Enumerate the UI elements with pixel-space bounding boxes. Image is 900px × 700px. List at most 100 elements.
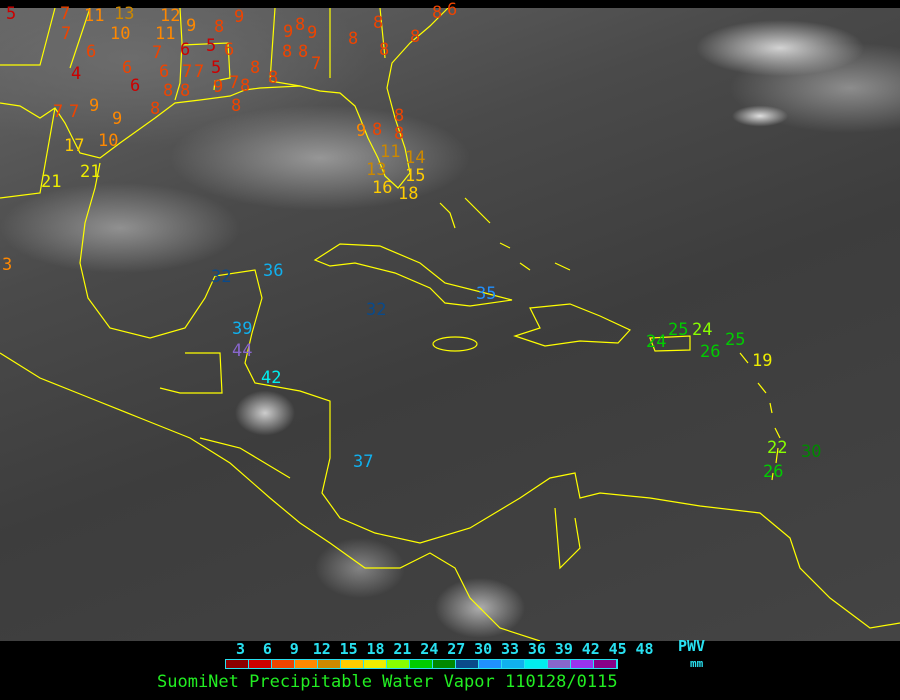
pacific-coast (0, 352, 581, 641)
station-pwv-value: 7 (311, 54, 322, 74)
legend-tick-label: 48 (635, 640, 654, 658)
station-pwv-value: 7 (182, 62, 193, 82)
station-pwv-value: 8 (240, 76, 251, 96)
legend-tick-label: 15 (339, 640, 358, 658)
station-pwv-value: 26 (763, 462, 784, 482)
station-pwv-value: 7 (229, 73, 240, 93)
station-pwv-value: 10 (98, 131, 119, 151)
map-title: SuomiNet Precipitable Water Vapor 110128… (157, 672, 618, 692)
pwv-legend: 3 6 9 12 15 18 21 24 27 30 33 36 39 42 45 48 PWV mm Suo… (0, 637, 900, 700)
station-pwv-value: 5 (211, 58, 222, 78)
station-pwv-value: 32 (211, 267, 232, 287)
legend-tick-label: 33 (501, 640, 520, 658)
legend-tick-label: 30 (474, 640, 493, 658)
legend-unit: mm (690, 657, 704, 670)
station-pwv-value: 12 (160, 6, 181, 26)
station-pwv-value: 8 (231, 96, 242, 116)
station-pwv-value: 7 (69, 102, 80, 122)
station-pwv-value: 8 (379, 40, 390, 60)
station-pwv-value: 7 (194, 62, 205, 82)
station-pwv-value: 15 (405, 166, 426, 186)
station-pwv-value: 8 (373, 13, 384, 33)
legend-color-swatch (387, 660, 410, 668)
station-pwv-value: 5 (206, 36, 217, 56)
station-pwv-value: 24 (646, 332, 667, 352)
station-pwv-value: 6 (122, 58, 133, 78)
lesser-antilles (739, 352, 781, 481)
station-pwv-value: 9 (112, 109, 123, 129)
station-pwv-value: 9 (356, 121, 367, 141)
station-pwv-value: 19 (752, 351, 773, 371)
jamaica-coast (432, 336, 478, 352)
station-pwv-value: 8 (372, 120, 383, 140)
station-pwv-value: 6 (130, 76, 141, 96)
station-pwv-value: 9 (89, 96, 100, 116)
legend-tick-label: 42 (581, 640, 600, 658)
station-pwv-value: 11 (84, 6, 105, 26)
legend-color-swatch (318, 660, 341, 668)
legend-tick-label: 9 (289, 640, 299, 658)
legend-tick-label: 36 (527, 640, 546, 658)
satellite-image: 5 7 11 13 12 10 11 9 8 9 7 6 7 6 5 6 5 4 6 6 7 7 6 8 8 9 7 8 8 7 7 9 8 9 1… (0, 2, 900, 641)
legend-tick-label: 27 (447, 640, 466, 658)
coastline-overlay (0, 8, 900, 641)
legend-color-swatch (249, 660, 272, 668)
station-pwv-value: 9 (234, 7, 245, 27)
legend-color-swatch (594, 660, 617, 668)
station-pwv-value: 4 (71, 64, 82, 84)
legend-tick-label: 6 (262, 640, 272, 658)
legend-color-swatch (456, 660, 479, 668)
station-pwv-value: 25 (725, 330, 746, 350)
legend-color-swatch (571, 660, 594, 668)
station-pwv-value: 30 (801, 442, 822, 462)
station-pwv-value: 22 (767, 438, 788, 458)
station-pwv-value: 6 (224, 40, 235, 60)
station-pwv-value: 8 (410, 27, 421, 47)
station-pwv-value: 5 (6, 4, 17, 24)
station-pwv-value: 6 (159, 62, 170, 82)
station-pwv-value: 17 (64, 136, 85, 156)
legend-color-swatch (479, 660, 502, 668)
station-pwv-value: 3 (2, 255, 13, 275)
station-pwv-value: 32 (366, 300, 387, 320)
station-pwv-value: 9 (213, 77, 224, 97)
station-pwv-value: 26 (700, 342, 721, 362)
legend-color-swatch (410, 660, 433, 668)
station-pwv-value: 39 (232, 319, 253, 339)
legend-label: PWV (678, 637, 706, 655)
legend-color-swatch (272, 660, 295, 668)
legend-tick-label: 24 (420, 640, 439, 658)
station-pwv-value: 9 (283, 22, 294, 42)
hispaniola-coast (513, 303, 631, 347)
station-pwv-value: 7 (60, 4, 71, 24)
station-pwv-value: 8 (150, 99, 161, 119)
legend-color-swatch (433, 660, 456, 668)
station-pwv-value: 18 (398, 184, 419, 204)
legend-color-swatch (295, 660, 318, 668)
station-pwv-value: 9 (307, 23, 318, 43)
station-pwv-value: 7 (152, 43, 163, 63)
station-pwv-value: 13 (114, 4, 135, 24)
station-pwv-value: 25 (668, 320, 689, 340)
legend-tick-label: 18 (366, 640, 385, 658)
legend-tick-label: 21 (393, 640, 412, 658)
station-pwv-value: 8 (282, 42, 293, 62)
station-pwv-value: 6 (180, 40, 191, 60)
station-pwv-value: 8 (250, 58, 261, 78)
legend-color-swatch (502, 660, 525, 668)
station-pwv-value: 16 (372, 178, 393, 198)
puerto-rico (649, 335, 691, 352)
station-pwv-value: 44 (232, 341, 253, 361)
station-pwv-value: 13 (366, 160, 387, 180)
station-pwv-value: 8 (432, 3, 443, 23)
legend-color-swatch (341, 660, 364, 668)
station-pwv-value: 8 (214, 17, 225, 37)
station-pwv-value: 10 (110, 24, 131, 44)
legend-color-swatch (364, 660, 387, 668)
station-pwv-value: 37 (353, 452, 374, 472)
station-pwv-value: 8 (298, 42, 309, 62)
station-pwv-value: 11 (155, 24, 176, 44)
station-pwv-value: 42 (261, 368, 282, 388)
cuba-coast (313, 243, 513, 307)
